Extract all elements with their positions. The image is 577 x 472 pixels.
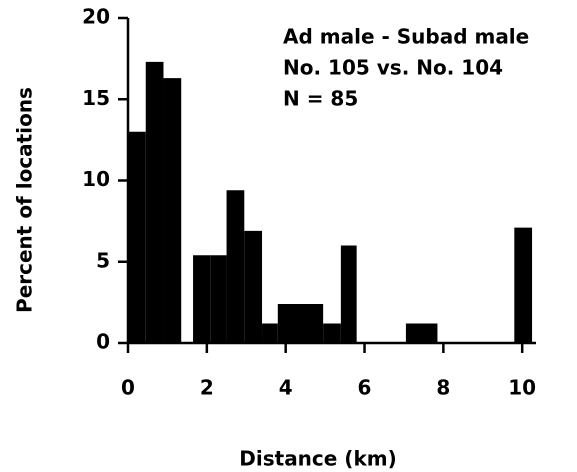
bar [128,131,146,343]
bar [163,78,182,343]
annotation: N = 85 [283,87,358,111]
bar [193,255,211,343]
x-tick-label: 6 [358,376,372,400]
y-tick-label: 5 [96,248,110,272]
x-tick-label: 0 [121,376,135,400]
bar [340,245,357,343]
bar [145,61,164,343]
bar [405,323,438,343]
bar [277,304,324,343]
y-tick-label: 0 [96,330,110,354]
bar [244,230,263,343]
bar [514,227,533,343]
annotation: Ad male - Subad male [283,25,529,49]
annotation: No. 105 vs. No. 104 [283,56,503,80]
x-axis-label: Distance (km) [239,447,396,471]
bar [262,323,278,343]
x-tick-label: 10 [508,376,536,400]
x-tick-label: 4 [279,376,293,400]
y-axis-label: Percent of locations [13,87,37,313]
x-tick-label: 2 [200,376,214,400]
bar [226,190,245,343]
bar [210,255,227,343]
x-tick-label: 8 [436,376,450,400]
bar [323,323,341,343]
y-tick-label: 20 [82,5,110,29]
y-tick-label: 15 [82,86,110,110]
y-tick-label: 10 [82,167,110,191]
